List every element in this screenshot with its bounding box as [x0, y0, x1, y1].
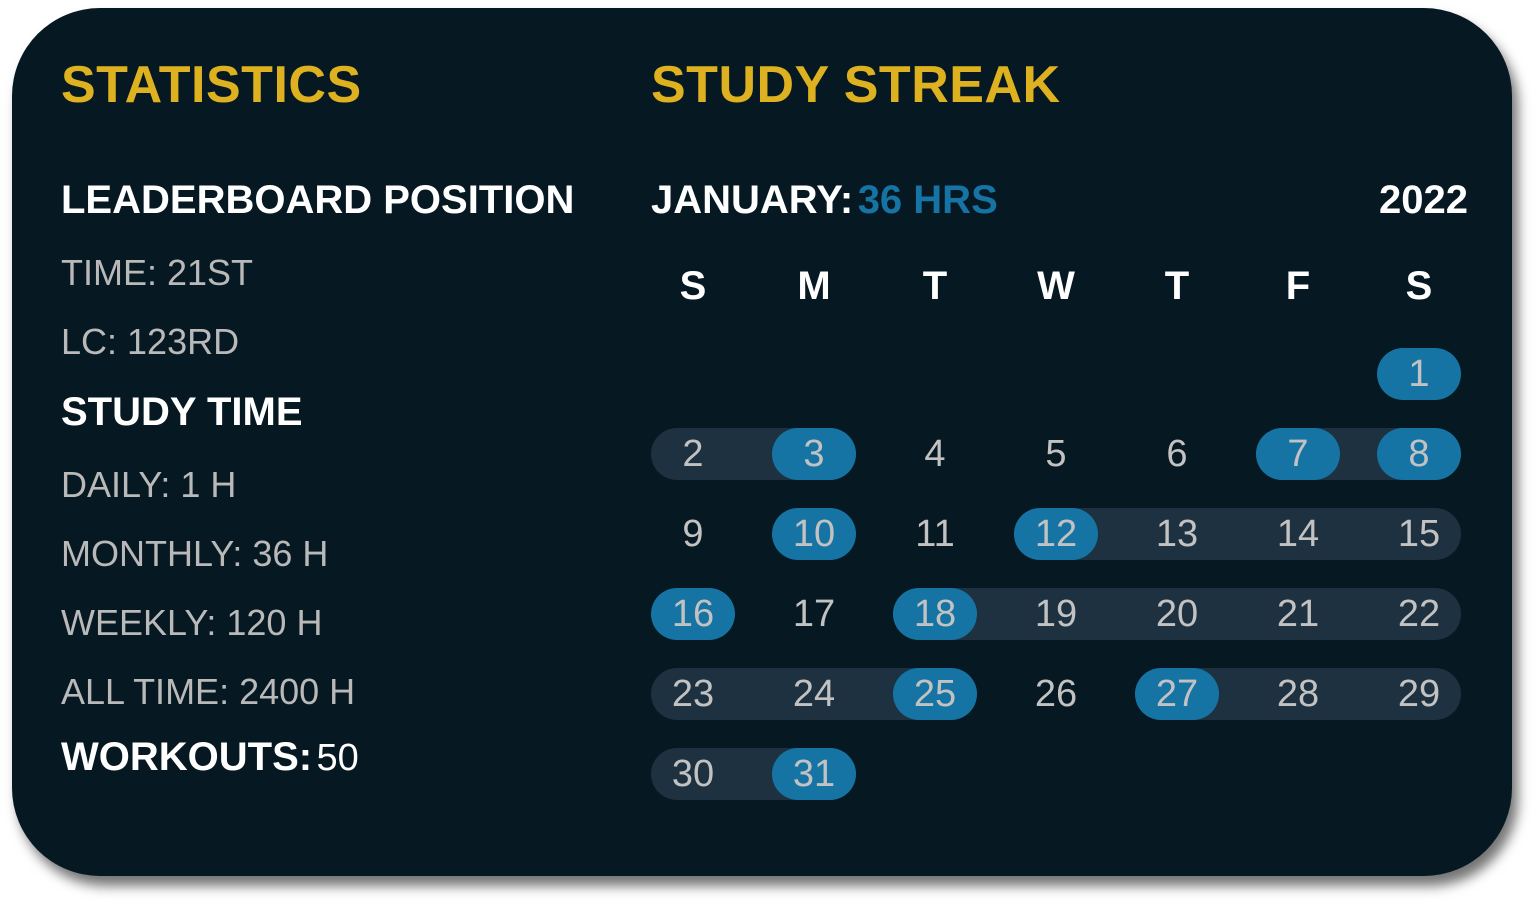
weekday-label: S	[679, 264, 707, 308]
active-day-highlight	[1377, 348, 1461, 400]
calendar-day[interactable]: 6	[1166, 433, 1188, 475]
calendar-day[interactable]: 2	[682, 433, 704, 475]
calendar-day[interactable]: 16	[671, 593, 715, 635]
active-day-highlight	[772, 508, 856, 560]
weekday-label: T	[922, 264, 948, 308]
active-day-highlight	[1014, 508, 1098, 560]
active-day-highlight	[893, 668, 977, 720]
calendar-day[interactable]: 11	[915, 513, 955, 555]
workouts-label: WORKOUTS:	[61, 735, 313, 779]
workouts-value: 50	[316, 737, 359, 779]
calendar-day[interactable]: 23	[671, 673, 715, 715]
study-time-heading: STUDY TIME	[61, 390, 303, 434]
calendar-day[interactable]: 26	[1034, 673, 1078, 715]
active-day-highlight	[772, 428, 856, 480]
month-summary: JANUARY: 36 HRS	[651, 178, 998, 223]
calendar-day[interactable]: 21	[1276, 593, 1320, 635]
calendar-day[interactable]: 3	[803, 433, 825, 475]
calendar-day[interactable]: 4	[924, 433, 946, 475]
calendar-day[interactable]: 7	[1287, 433, 1309, 475]
calendar-day[interactable]: 5	[1045, 433, 1067, 475]
calendar-day[interactable]: 10	[792, 513, 836, 555]
active-day-highlight	[1135, 668, 1219, 720]
study-time-daily: DAILY: 1 H	[61, 464, 237, 505]
calendar-day[interactable]: 29	[1397, 673, 1441, 715]
calendar-day[interactable]: 24	[792, 673, 836, 715]
calendar-day[interactable]: 8	[1408, 433, 1430, 475]
leaderboard-lc: LC: 123RD	[61, 321, 240, 362]
workouts-row: WORKOUTS: 50	[61, 735, 359, 780]
calendar-day[interactable]: 22	[1397, 593, 1441, 635]
calendar-day[interactable]: 1	[1408, 353, 1430, 395]
active-day-highlight	[772, 748, 856, 800]
study-streak-title: STUDY STREAK	[651, 56, 1061, 114]
calendar-day[interactable]: 9	[682, 513, 704, 555]
weekday-label: S	[1405, 264, 1433, 308]
calendar-day[interactable]: 17	[792, 593, 836, 635]
weekday-label: F	[1285, 264, 1311, 308]
calendar-day[interactable]: 13	[1155, 513, 1199, 555]
leaderboard-time: TIME: 21ST	[61, 252, 254, 293]
study-time-monthly: MONTHLY: 36 H	[61, 533, 329, 574]
year-label: 2022	[1379, 178, 1468, 222]
statistics-title: STATISTICS	[61, 56, 362, 114]
study-time-all-time: ALL TIME: 2400 H	[61, 671, 356, 712]
calendar-day[interactable]: 25	[913, 673, 957, 715]
active-day-highlight	[651, 588, 735, 640]
calendar-day[interactable]: 28	[1276, 673, 1320, 715]
streak-bar	[893, 588, 1461, 640]
calendar-day[interactable]: 15	[1397, 513, 1441, 555]
weekday-label: M	[797, 264, 831, 308]
calendar-day[interactable]: 30	[671, 753, 715, 795]
calendar-day[interactable]: 27	[1155, 673, 1199, 715]
weekday-label: T	[1164, 264, 1190, 308]
calendar-day[interactable]: 12	[1034, 513, 1078, 555]
calendar-day[interactable]: 18	[913, 593, 957, 635]
active-day-highlight	[893, 588, 977, 640]
month-label: JANUARY:	[651, 178, 854, 222]
month-hours: 36 HRS	[857, 178, 998, 222]
study-time-weekly: WEEKLY: 120 H	[61, 602, 323, 643]
calendar-day[interactable]: 20	[1155, 593, 1199, 635]
active-day-highlight	[1256, 428, 1340, 480]
calendar-day[interactable]: 31	[792, 753, 836, 795]
calendar-day[interactable]: 19	[1034, 593, 1078, 635]
active-day-highlight	[1377, 428, 1461, 480]
leaderboard-heading: LEADERBOARD POSITION	[61, 178, 575, 222]
weekday-label: W	[1037, 264, 1075, 308]
calendar-day[interactable]: 14	[1276, 513, 1320, 555]
